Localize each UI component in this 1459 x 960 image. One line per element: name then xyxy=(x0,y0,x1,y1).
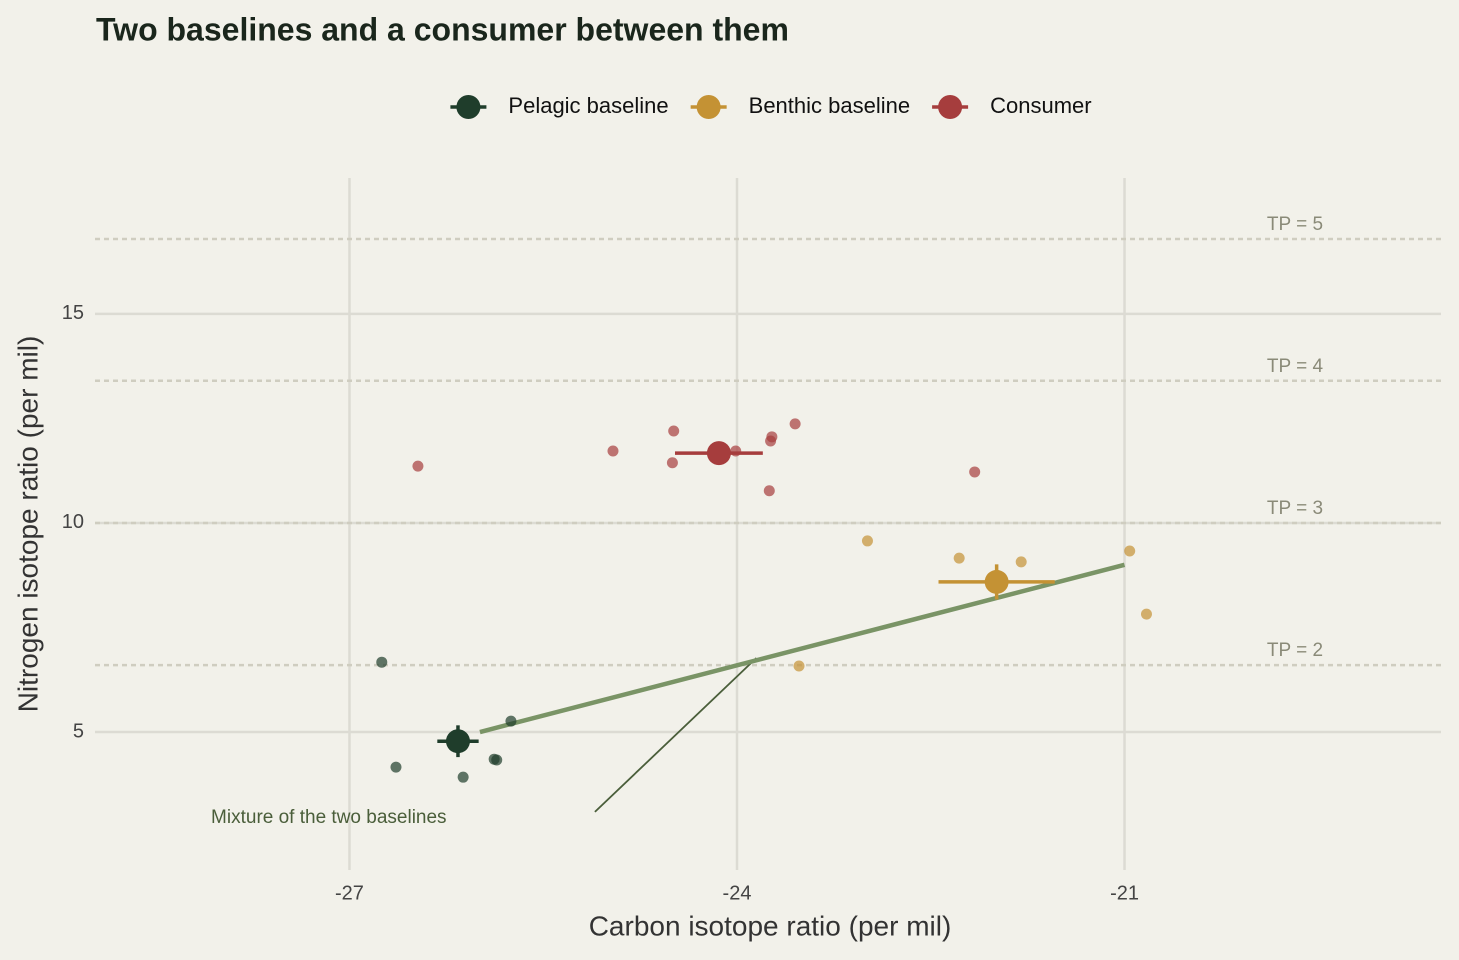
mean-point xyxy=(445,729,470,754)
y-tick-label: 10 xyxy=(62,511,84,533)
annotation-text: Mixture of the two baselines xyxy=(211,807,447,828)
point xyxy=(390,761,402,773)
y-axis-title: Nitrogen isotope ratio (per mil) xyxy=(12,336,43,713)
point xyxy=(861,535,873,547)
point xyxy=(607,445,619,457)
point xyxy=(1015,556,1027,568)
chart-title: Two baselines and a consumer between the… xyxy=(96,11,789,47)
reference-label: TP = 2 xyxy=(1267,640,1323,661)
point xyxy=(1140,608,1152,620)
y-tick-label: 15 xyxy=(62,302,84,324)
legend-label: Benthic baseline xyxy=(749,93,910,118)
mean-point xyxy=(984,569,1009,594)
point xyxy=(1124,545,1136,557)
point xyxy=(668,425,680,437)
reference-label: TP = 3 xyxy=(1267,498,1323,519)
x-tick-label: -24 xyxy=(723,882,752,904)
legend-key xyxy=(938,95,963,119)
annotation-arrow xyxy=(594,657,757,813)
point xyxy=(491,754,503,766)
point xyxy=(376,656,388,668)
legend-label: Pelagic baseline xyxy=(508,93,668,118)
legend-key xyxy=(456,95,481,119)
x-axis-title: Carbon isotope ratio (per mil) xyxy=(589,910,952,941)
point xyxy=(969,466,981,478)
x-tick-label: -21 xyxy=(1110,882,1139,904)
point xyxy=(505,715,517,727)
point xyxy=(789,418,801,430)
point xyxy=(953,552,965,564)
point xyxy=(457,771,469,783)
reference-label: TP = 5 xyxy=(1267,214,1323,235)
x-tick-label: -27 xyxy=(335,882,364,904)
point xyxy=(763,485,775,497)
mixing-line xyxy=(479,562,1126,735)
reference-label: TP = 4 xyxy=(1267,356,1324,377)
mean-point xyxy=(706,441,731,466)
point xyxy=(793,660,805,672)
y-tick-label: 5 xyxy=(73,720,84,742)
point xyxy=(412,460,424,472)
point xyxy=(730,445,742,457)
point xyxy=(666,457,678,469)
legend-label: Consumer xyxy=(990,93,1091,118)
point xyxy=(765,435,777,447)
legend-key xyxy=(696,95,721,119)
